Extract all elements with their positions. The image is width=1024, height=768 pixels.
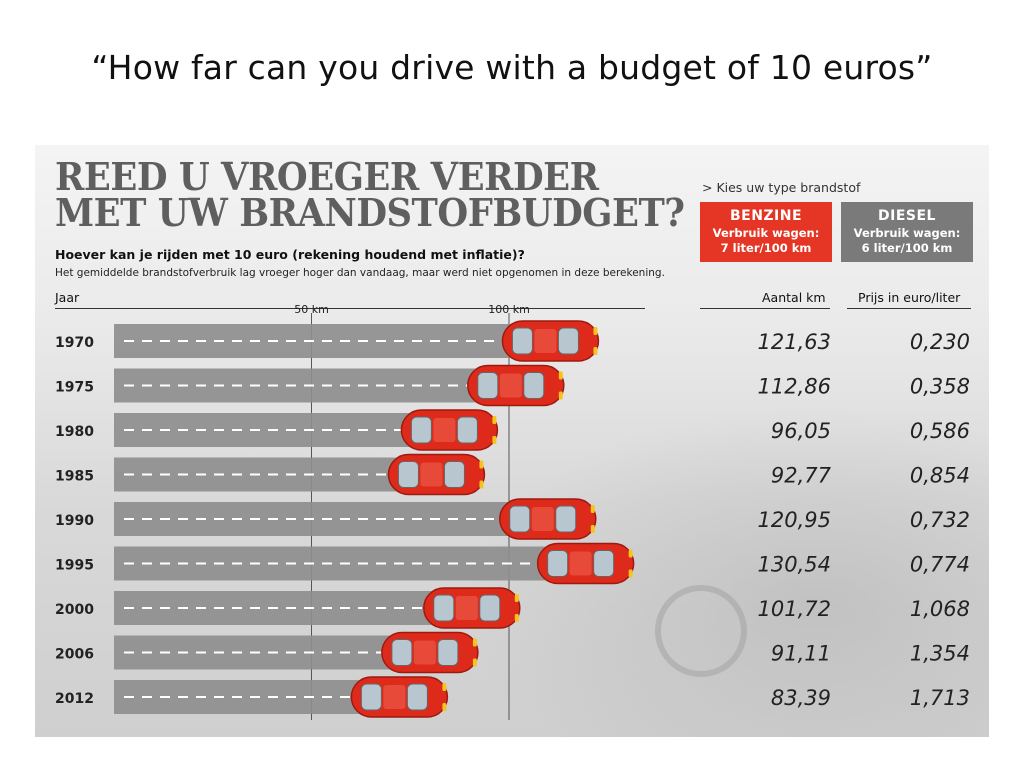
diesel-button[interactable]: DIESEL Verbruik wagen: 6 liter/100 km <box>841 202 973 262</box>
car-marker-2012 <box>350 676 449 718</box>
distance-value-1995: 130,54 <box>758 553 831 577</box>
price-value-1995: 0,774 <box>910 553 970 577</box>
headline-line-1: REED U VROEGER VERDER <box>55 154 599 199</box>
car-marker-1975 <box>467 364 565 407</box>
header-rule-distance <box>700 308 830 309</box>
infographic-note: Het gemiddelde brandstofverbruik lag vro… <box>55 267 665 279</box>
infographic-headline: REED U VROEGER VERDER MET UW BRANDSTOFBU… <box>55 154 685 235</box>
distance-value-1970: 121,63 <box>758 330 831 354</box>
reference-label-100: 100 km <box>488 303 530 316</box>
header-rule-left <box>55 308 645 309</box>
distance-value-2000: 101,72 <box>758 597 831 621</box>
column-header-price: Prijs in euro/liter <box>858 290 961 305</box>
year-label-2000: 2000 <box>55 602 94 618</box>
benzine-button[interactable]: BENZINE Verbruik wagen: 7 liter/100 km <box>700 202 832 262</box>
price-value-1980: 0,586 <box>910 419 970 443</box>
year-label-1975: 1975 <box>55 380 94 396</box>
benzine-consumption-line2: 7 liter/100 km <box>720 241 812 255</box>
car-marker-1990 <box>499 498 597 540</box>
price-value-2000: 1,068 <box>910 597 970 621</box>
year-label-1970: 1970 <box>55 335 94 351</box>
car-marker-1995 <box>536 542 635 585</box>
distance-value-1985: 92,77 <box>771 464 832 488</box>
benzine-label: BENZINE <box>729 208 803 224</box>
distance-value-1975: 112,86 <box>758 375 831 399</box>
price-value-1970: 0,230 <box>910 330 970 354</box>
column-header-distance: Aantal km <box>762 290 826 305</box>
infographic-subtitle: Hoever kan je rijden met 10 euro (rekeni… <box>55 247 525 262</box>
distance-value-1980: 96,05 <box>771 419 831 443</box>
distance-value-1990: 120,95 <box>758 508 831 532</box>
year-label-2006: 2006 <box>55 647 94 663</box>
car-marker-2000 <box>423 587 521 629</box>
diesel-consumption-line2: 6 liter/100 km <box>861 241 953 255</box>
year-label-1995: 1995 <box>55 558 94 574</box>
diesel-consumption-line1: Verbruik wagen: <box>853 226 961 240</box>
headline-line-2: MET UW BRANDSTOFBUDGET? <box>55 190 685 235</box>
price-value-2006: 1,354 <box>910 642 970 666</box>
infographic-panel: REED U VROEGER VERDER MET UW BRANDSTOFBU… <box>35 145 989 737</box>
price-value-1985: 0,854 <box>910 464 970 488</box>
fuel-type-prompt: > Kies uw type brandstof <box>702 180 861 195</box>
year-label-2012: 2012 <box>55 691 94 707</box>
car-marker-2006 <box>381 631 479 674</box>
car-marker-1970 <box>501 320 600 362</box>
price-value-1990: 0,732 <box>910 508 970 532</box>
car-marker-1985 <box>387 453 486 496</box>
price-value-1975: 0,358 <box>910 375 970 399</box>
slide-title: “How far can you drive with a budget of … <box>91 48 933 87</box>
year-label-1985: 1985 <box>55 469 94 485</box>
header-rule-price <box>847 308 971 309</box>
year-label-1980: 1980 <box>55 424 94 440</box>
column-header-year: Jaar <box>55 290 80 305</box>
benzine-consumption-line1: Verbruik wagen: <box>712 226 820 240</box>
reference-label-50: 50 km <box>294 303 329 316</box>
distance-chart: 50 km 100 km 1970 121,63 0,230 1975 112,86 0,35… <box>55 303 970 720</box>
distance-value-2012: 83,39 <box>771 686 831 710</box>
year-label-1990: 1990 <box>55 513 94 529</box>
price-value-2012: 1,713 <box>910 686 970 710</box>
distance-value-2006: 91,11 <box>771 642 831 666</box>
diesel-label: DIESEL <box>878 208 936 224</box>
car-marker-1980 <box>400 409 499 451</box>
